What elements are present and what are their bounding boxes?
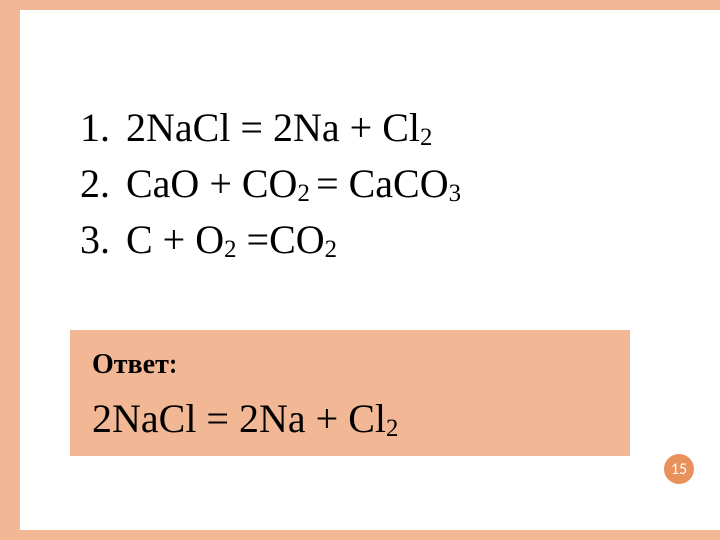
equation-body: 2NaCl = 2Na + Cl2 (126, 105, 432, 150)
answer-box: Ответ: 2NaCl = 2Na + Cl2 (70, 330, 630, 456)
equation-body: C + O2 =CO2 (126, 217, 337, 262)
equation-number: 2. (80, 156, 126, 212)
answer-label: Ответ: (92, 348, 608, 381)
equation-line: 2.CaO + CO2 = CaCO3 (80, 156, 680, 212)
accent-stripe-left (0, 0, 20, 540)
accent-stripe-top (20, 0, 720, 10)
equation-body: CaO + CO2 = CaCO3 (126, 161, 461, 206)
slide: 1.2NaCl = 2Na + Cl22.CaO + CO2 = CaCO33.… (0, 0, 720, 540)
equation-line: 3.C + O2 =CO2 (80, 212, 680, 268)
page-number: 15 (671, 460, 687, 479)
equation-line: 1.2NaCl = 2Na + Cl2 (80, 100, 680, 156)
answer-equation: 2NaCl = 2Na + Cl2 (92, 395, 608, 442)
equation-number: 1. (80, 100, 126, 156)
equation-number: 3. (80, 212, 126, 268)
equation-list: 1.2NaCl = 2Na + Cl22.CaO + CO2 = CaCO33.… (80, 100, 680, 268)
page-number-badge: 15 (664, 454, 694, 484)
accent-stripe-bottom (20, 530, 720, 540)
